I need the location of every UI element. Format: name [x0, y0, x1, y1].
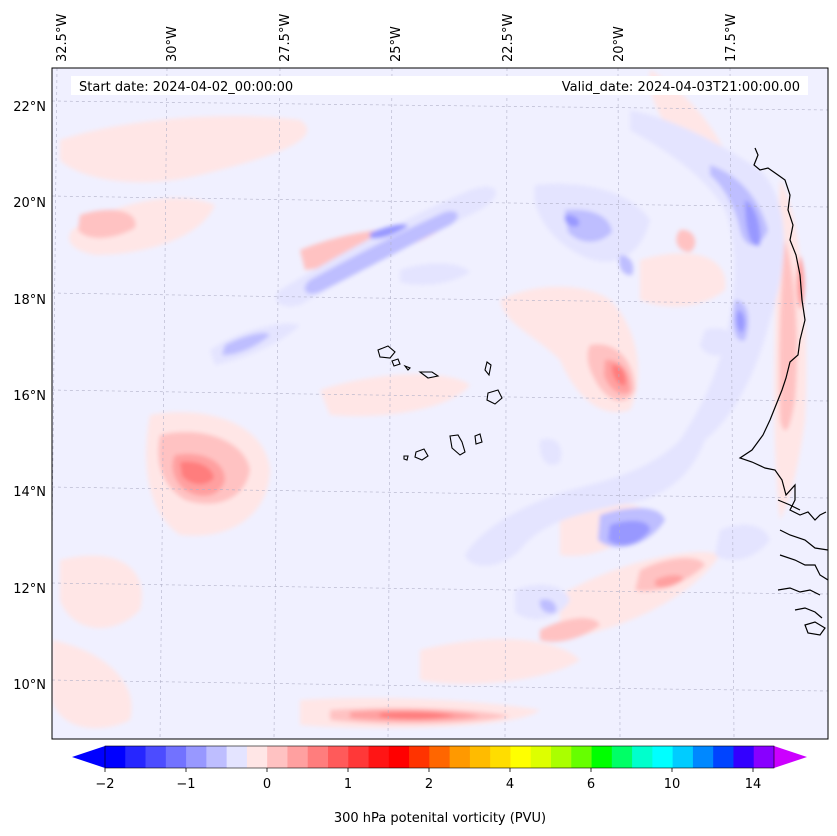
colorbar-tick-label: 10 — [664, 777, 681, 792]
lon-label: 22.5°W — [501, 14, 516, 62]
pv-strong-negative — [370, 200, 761, 546]
colorbar-segments — [105, 746, 775, 768]
island-sao-nicolau — [418, 371, 440, 379]
lat-label: 10°N — [13, 678, 46, 693]
colorbar-tick-labels: −2 −1 0 1 2 4 6 10 14 — [95, 777, 761, 792]
colorbar-segment — [591, 746, 613, 768]
lon-label: 30°W — [165, 26, 180, 62]
map-frame — [51, 67, 829, 740]
colorbar-ticks — [104, 768, 754, 772]
colorbar-under-arrow — [72, 746, 105, 768]
colorbar-segment — [388, 746, 410, 768]
colorbar-over-arrow — [774, 746, 807, 768]
colorbar-segment — [692, 746, 714, 768]
lat-label: 22°N — [13, 100, 46, 115]
colorbar-segment — [246, 746, 268, 768]
lon-label: 17.5°W — [724, 14, 739, 62]
colorbar-segment — [571, 746, 592, 768]
colorbar-segment — [632, 746, 653, 768]
colorbar-segment — [125, 746, 146, 768]
colorbar-segment — [449, 746, 471, 768]
colorbar-tick-label: 6 — [587, 777, 595, 792]
header-band — [71, 76, 808, 95]
lat-label: 12°N — [13, 582, 46, 597]
colorbar-segment — [753, 746, 775, 768]
island-sao-vicente — [391, 358, 401, 367]
coastline — [738, 147, 828, 636]
colorbar-segment — [490, 746, 511, 768]
valid-date-label: Valid_date: 2024-04-03T21:00:00.00 — [562, 80, 800, 95]
lon-label: 27.5°W — [278, 14, 293, 62]
colorbar-segment — [409, 746, 430, 768]
colorbar-segment — [226, 746, 248, 768]
colorbar-tick-label: −2 — [95, 777, 114, 792]
island-boa-vista — [486, 389, 503, 405]
colorbar-segment — [611, 746, 633, 768]
colorbar-segment — [267, 746, 288, 768]
colorbar: −2 −1 0 1 2 4 6 10 14 300 hPa potenital … — [72, 745, 807, 826]
colorbar-segment — [469, 746, 491, 768]
colorbar-tick-label: 14 — [745, 777, 762, 792]
colorbar-segment — [652, 746, 674, 768]
islands — [377, 345, 503, 461]
lon-label: 32.5°W — [55, 14, 70, 62]
colorbar-segment — [429, 746, 451, 768]
colorbar-segment — [733, 746, 755, 768]
island-santo-antao — [377, 345, 396, 359]
island-santa-luzia — [403, 364, 411, 371]
start-date-label: Start date: 2024-04-02_00:00:00 — [79, 80, 293, 95]
colorbar-label: 300 hPa potenital vorticity (PVU) — [334, 811, 546, 826]
colorbar-frame — [104, 745, 775, 769]
colorbar-segment — [287, 746, 309, 768]
colorbar-segment — [348, 746, 369, 768]
island-brava — [403, 455, 409, 461]
colorbar-segment — [206, 746, 228, 768]
colorbar-tick-label: 0 — [263, 777, 271, 792]
island-sal — [484, 361, 492, 377]
colorbar-segment — [551, 746, 572, 768]
pv-field — [52, 70, 807, 729]
lon-label: 25°W — [389, 26, 404, 62]
colorbar-segment — [368, 746, 390, 768]
island-fogo — [414, 448, 429, 461]
lon-label: 20°W — [612, 26, 627, 62]
colorbar-tick-label: 2 — [425, 777, 433, 792]
colorbar-tick-label: 1 — [344, 777, 352, 792]
colorbar-segment — [672, 746, 694, 768]
island-santiago — [449, 434, 466, 456]
latitude-labels: 22°N 20°N 18°N 16°N 14°N 12°N 10°N — [13, 100, 46, 693]
lat-label: 18°N — [13, 293, 46, 308]
lat-label: 20°N — [13, 196, 46, 211]
lat-label: 14°N — [13, 485, 46, 500]
colorbar-segment — [186, 746, 207, 768]
graticule — [52, 68, 828, 739]
colorbar-segment — [510, 746, 532, 768]
colorbar-segment — [713, 746, 734, 768]
colorbar-segment — [165, 746, 187, 768]
longitude-labels: 32.5°W 30°W 27.5°W 25°W 22.5°W 20°W 17.5… — [55, 14, 739, 62]
colorbar-tick-label: 4 — [506, 777, 514, 792]
colorbar-segment — [328, 746, 349, 768]
colorbar-tick-label: −1 — [176, 777, 195, 792]
island-maio — [474, 433, 483, 445]
lat-label: 16°N — [13, 389, 46, 404]
colorbar-segment — [105, 746, 126, 768]
colorbar-segment — [307, 746, 329, 768]
map-panel — [52, 68, 828, 739]
colorbar-segment — [530, 746, 552, 768]
colorbar-segment — [145, 746, 167, 768]
